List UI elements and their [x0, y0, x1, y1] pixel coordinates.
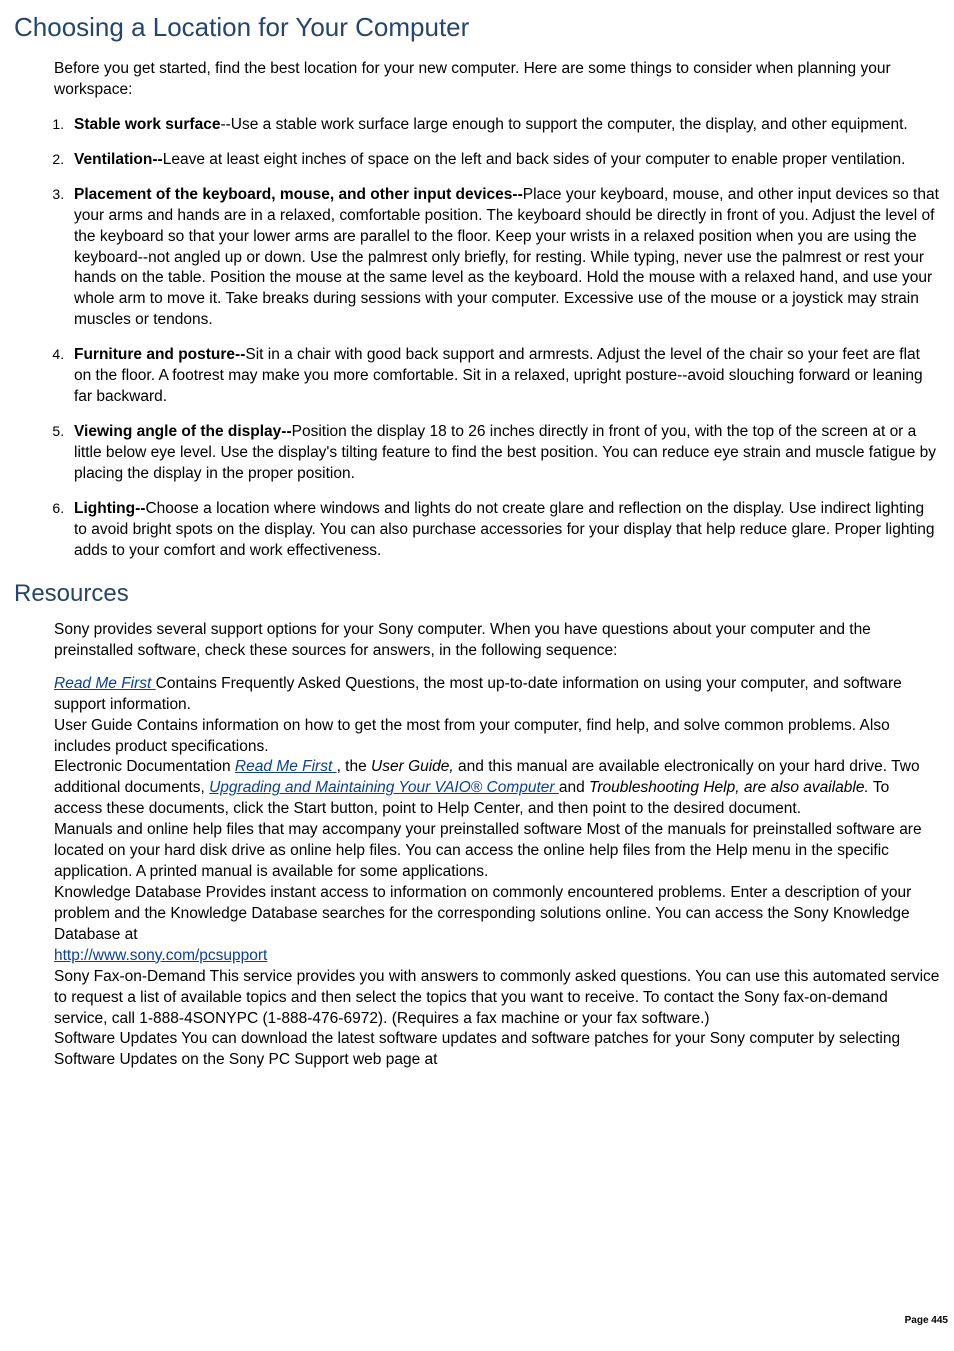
edoc-text: , the [337, 758, 371, 775]
edoc-label: Electronic Documentation [54, 758, 235, 775]
resources-content: Read Me First Contains Frequently Asked … [54, 674, 940, 1072]
manuals-text: Manuals and online help files that may a… [54, 821, 922, 880]
item-bold: Furniture and posture-- [74, 346, 245, 363]
item-text: Leave at least eight inches of space on … [163, 151, 906, 168]
page-number: Page 445 [905, 1314, 948, 1328]
item-text: Place your keyboard, mouse, and other in… [74, 186, 939, 329]
resources-body: Sony provides several support options fo… [54, 620, 940, 1071]
list-item: Furniture and posture--Sit in a chair wi… [68, 345, 940, 408]
intro-paragraph: Before you get started, find the best lo… [54, 59, 940, 101]
fax-text: Sony Fax-on-Demand This service provides… [54, 968, 939, 1027]
edoc-text: and [559, 779, 589, 796]
item-bold: Lighting-- [74, 500, 145, 517]
kb-text: Knowledge Database Provides instant acce… [54, 884, 911, 943]
read-me-first-link[interactable]: Read Me First [54, 675, 156, 692]
updates-text: Software Updates You can download the la… [54, 1030, 900, 1068]
user-guide-text: User Guide Contains information on how t… [54, 717, 890, 755]
list-item: Stable work surface--Use a stable work s… [68, 115, 940, 136]
read-me-first-link-2[interactable]: Read Me First [235, 758, 337, 775]
pcsupport-url-link[interactable]: http://www.sony.com/pcsupport [54, 947, 267, 964]
list-item: Lighting--Choose a location where window… [68, 499, 940, 562]
edoc-italic-2: Troubleshooting Help, are also available… [589, 779, 869, 796]
heading-resources: Resources [14, 578, 940, 610]
readme-text: Contains Frequently Asked Questions, the… [54, 675, 902, 713]
item-bold: Ventilation-- [74, 151, 163, 168]
upgrading-vaio-link[interactable]: Upgrading and Maintaining Your VAIO® Com… [209, 779, 559, 796]
item-bold: Stable work surface [74, 116, 220, 133]
item-bold: Placement of the keyboard, mouse, and ot… [74, 186, 523, 203]
list-item: Viewing angle of the display--Position t… [68, 422, 940, 485]
resources-intro: Sony provides several support options fo… [54, 620, 940, 662]
list-item: Placement of the keyboard, mouse, and ot… [68, 185, 940, 331]
list-item: Ventilation--Leave at least eight inches… [68, 150, 940, 171]
heading-choosing-location: Choosing a Location for Your Computer [14, 10, 940, 45]
item-text: Choose a location where windows and ligh… [74, 500, 934, 559]
edoc-italic: User Guide, [371, 758, 454, 775]
item-bold: Viewing angle of the display-- [74, 423, 292, 440]
workspace-list: Stable work surface--Use a stable work s… [40, 115, 940, 562]
item-text: --Use a stable work surface large enough… [220, 116, 907, 133]
